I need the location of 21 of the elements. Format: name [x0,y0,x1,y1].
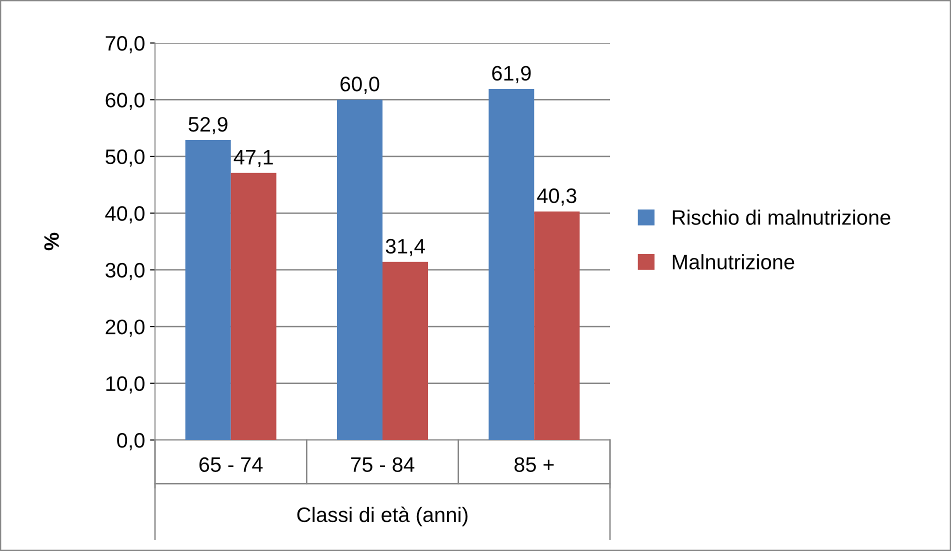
y-tick-label: 40,0 [105,206,144,224]
y-axis-title: % [44,232,59,250]
legend-label: Rischio di malnutrizione [672,210,890,225]
data-label: 47,1 [234,150,273,168]
x-axis-title: Classi di età (anni) [297,506,468,526]
data-label: 61,9 [492,66,531,84]
y-tick-label: 70,0 [106,36,144,54]
y-tick-label: 20,0 [106,320,144,337]
y-tick-label: 50,0 [106,149,144,167]
x-tick-label: 85 + [514,457,554,472]
y-tick-label: 0,0 [117,433,144,450]
legend-label: Malnutrizione [672,254,794,270]
data-label: 40,3 [537,188,576,206]
x-tick-label: 75 - 84 [351,457,414,472]
data-label: 52,9 [188,116,228,134]
x-tick-label: 65 - 74 [199,457,263,472]
y-tick-label: 60,0 [106,92,144,110]
data-label: 31,4 [386,238,425,256]
data-label: 60,0 [340,76,380,94]
y-tick-label: 10,0 [106,376,144,394]
y-tick-label: 30,0 [106,262,144,280]
